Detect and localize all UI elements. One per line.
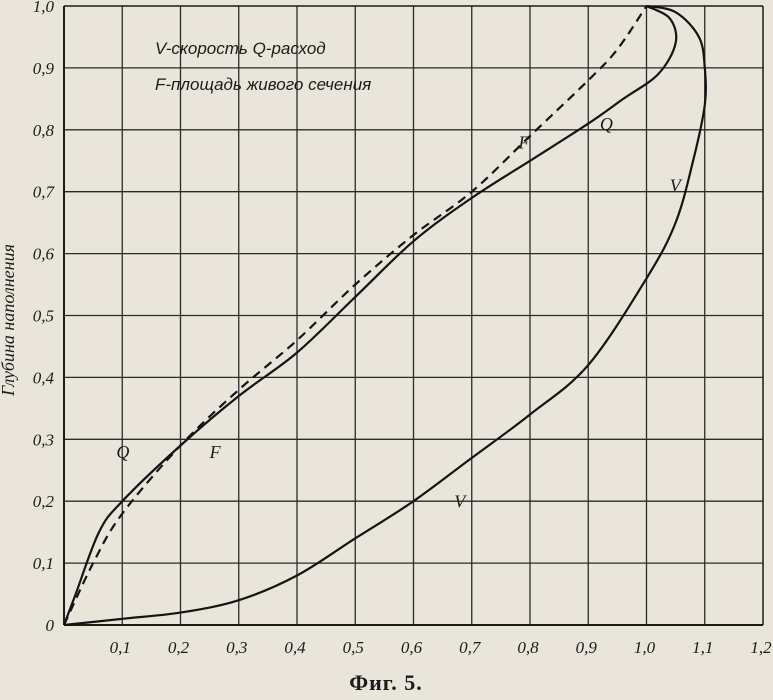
x-tick-label: 0,5	[343, 638, 364, 657]
x-tick-label: 0,4	[284, 638, 306, 657]
x-tick-label: 1,1	[692, 638, 713, 657]
curve-label-f-upper: F	[517, 132, 530, 152]
y-tick-label: 0,3	[33, 430, 54, 449]
curve-f	[63, 5, 648, 626]
y-tick-label: 0,6	[33, 245, 55, 264]
curves	[62, 4, 707, 627]
figure-caption: Фиг. 5.	[349, 670, 423, 695]
curve-label-q-upper: Q	[600, 114, 613, 134]
x-tick-label: 1,2	[750, 638, 772, 657]
y-tick-label: 0,7	[33, 183, 56, 202]
y-tick-label: 0,2	[33, 492, 55, 511]
y-axis-label: Глубина наполнения	[0, 244, 18, 397]
y-tick-label: 0,1	[33, 554, 54, 573]
curve-label-v-upper: V	[670, 176, 683, 196]
x-tick-label: 0,8	[517, 638, 539, 657]
y-tick-label: 0,8	[33, 121, 55, 140]
y-tick-label: 0,5	[33, 307, 54, 326]
x-tick-label: 0,2	[168, 638, 190, 657]
x-tick-labels: 0,1 0,2 0,3 0,4 0,5 0,6 0,7 0,8 0,9 1,0 1,1 1,2	[110, 638, 773, 657]
legend-line-2: F-площадь живого сечения	[155, 75, 371, 94]
legend-line-1: V-скорость Q-расход	[155, 39, 326, 58]
curve-label-f: F	[209, 442, 222, 462]
curve-label-v: V	[454, 491, 467, 511]
x-tick-label: 0,6	[401, 638, 423, 657]
x-tick-label: 0,3	[226, 638, 247, 657]
curve-q	[62, 5, 678, 626]
curve-labels: Q F V Q F V	[116, 114, 682, 512]
curve-label-q: Q	[116, 442, 129, 462]
y-tick-label: 0,9	[33, 59, 55, 78]
curve-v	[63, 4, 707, 627]
y-tick-label: 0	[46, 616, 55, 635]
x-tick-label: 0,7	[459, 638, 482, 657]
x-tick-label: 0,1	[110, 638, 131, 657]
y-tick-labels: 0 0,1 0,2 0,3 0,4 0,5 0,6 0,7 0,8 0,9 1,0	[33, 0, 56, 635]
x-tick-label: 0,9	[576, 638, 598, 657]
y-tick-label: 0,4	[33, 368, 55, 387]
y-tick-label: 1,0	[33, 0, 55, 16]
x-tick-label: 1,0	[634, 638, 656, 657]
